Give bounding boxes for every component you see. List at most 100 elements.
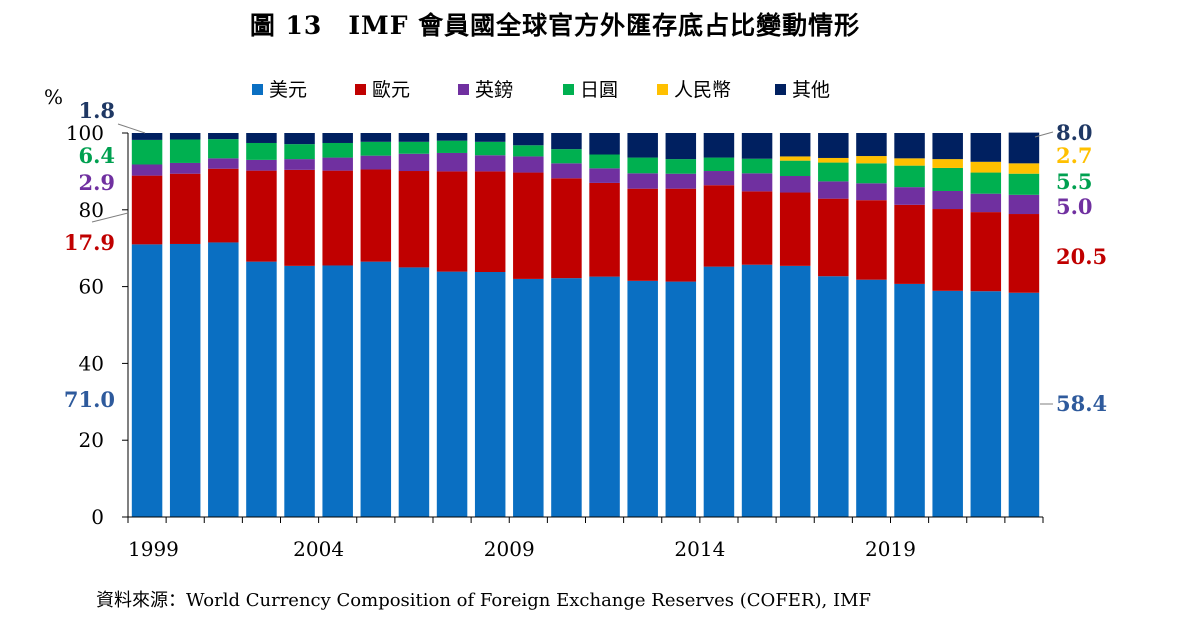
- y-tick-label-100: 100: [66, 121, 104, 145]
- bar-2004-2: [322, 157, 353, 171]
- bar-2012-2: [627, 173, 658, 189]
- bar-2006-2: [398, 153, 430, 172]
- bar-2022-2: [1008, 194, 1040, 215]
- bar-2013-5: [665, 133, 697, 160]
- bar-1999-1: [131, 175, 163, 245]
- bar-2012-1: [627, 188, 658, 281]
- bar-2010-0: [551, 278, 582, 517]
- y-axis-unit-label: %: [44, 85, 63, 109]
- bar-2009-1: [513, 172, 544, 279]
- x-tick-label-1999: 1999: [128, 537, 179, 561]
- bar-2019-5: [894, 133, 925, 159]
- bar-2014-1: [703, 185, 735, 267]
- bar-2017-2: [818, 181, 849, 199]
- bar-1999-3: [131, 139, 163, 165]
- leader-line-other-left: [117, 123, 146, 134]
- bar-2019-1: [894, 204, 925, 284]
- legend-swatch-5: [775, 84, 786, 95]
- bar-2000-2: [169, 162, 201, 174]
- bar-2017-5: [818, 133, 849, 158]
- bar-2013-1: [665, 188, 697, 282]
- bar-2016-3: [779, 160, 811, 177]
- bar-2018-1: [856, 200, 887, 280]
- bar-2012-5: [627, 133, 658, 158]
- bar-2022-0: [1008, 292, 1040, 517]
- bar-2015-5: [741, 133, 773, 159]
- bar-2001-2: [208, 158, 239, 169]
- bar-2012-0: [627, 280, 658, 517]
- left-annotation-2: 2.9: [78, 170, 115, 195]
- legend-label-4: 人民幣: [674, 79, 731, 101]
- bar-2017-0: [818, 276, 849, 517]
- bar-2011-1: [589, 182, 620, 277]
- bar-2003-5: [284, 133, 315, 145]
- bar-2022-1: [1008, 214, 1040, 293]
- bar-2015-1: [741, 191, 773, 265]
- bar-2002-2: [246, 159, 277, 171]
- left-annotation-1: 17.9: [64, 230, 115, 255]
- bar-2003-3: [284, 144, 315, 160]
- bar-2004-3: [322, 142, 353, 158]
- bar-2013-3: [665, 159, 697, 174]
- bar-2009-3: [513, 145, 544, 157]
- bar-2009-2: [513, 156, 544, 173]
- bar-2020-1: [932, 209, 963, 291]
- bar-2021-4: [970, 161, 1002, 173]
- bar-2000-0: [169, 243, 201, 517]
- bar-2022-4: [1008, 163, 1040, 174]
- x-tick-label-2009: 2009: [484, 537, 535, 561]
- bar-2008-1: [474, 171, 506, 273]
- left-annotation-0: 71.0: [64, 387, 115, 412]
- bar-2001-0: [208, 242, 239, 517]
- bar-2019-3: [894, 165, 925, 188]
- bar-2018-3: [856, 163, 887, 184]
- x-tick-label-2019: 2019: [865, 537, 916, 561]
- bar-2000-5: [169, 133, 201, 140]
- bar-2006-5: [398, 133, 430, 142]
- bars: [131, 132, 1040, 518]
- bar-2010-2: [551, 163, 582, 179]
- bar-2006-0: [398, 267, 430, 517]
- bar-2019-2: [894, 187, 925, 205]
- legend-swatch-0: [252, 84, 263, 95]
- bar-2021-5: [970, 133, 1002, 162]
- left-annotation-3: 6.4: [78, 143, 115, 168]
- bar-2015-0: [741, 264, 773, 517]
- bar-2011-5: [589, 133, 620, 155]
- right-annotation-5: 8.0: [1056, 120, 1093, 145]
- bar-2004-1: [322, 170, 353, 266]
- bar-2010-1: [551, 178, 582, 279]
- left-annotation-5: 1.8: [78, 98, 115, 123]
- legend: 美元 歐元 英鎊 日圓 人民幣 其他: [252, 79, 830, 101]
- right-annotation-2: 5.0: [1056, 194, 1093, 219]
- y-tick-label-20: 20: [79, 428, 104, 452]
- bar-2007-2: [436, 152, 468, 172]
- right-annotation-4: 2.7: [1056, 143, 1093, 168]
- bar-2015-2: [741, 173, 773, 192]
- bar-2005-1: [360, 169, 392, 262]
- bar-2002-3: [246, 142, 277, 160]
- y-tick-label-40: 40: [79, 351, 104, 375]
- bar-2008-3: [474, 141, 506, 156]
- bar-2020-5: [932, 133, 963, 160]
- bar-2000-1: [169, 173, 201, 244]
- bar-2002-0: [246, 261, 277, 517]
- bar-2016-4: [779, 156, 811, 161]
- bar-2021-1: [970, 212, 1002, 292]
- bar-2009-0: [513, 278, 544, 517]
- bar-2012-3: [627, 157, 658, 174]
- bar-2005-2: [360, 155, 392, 170]
- legend-label-2: 英鎊: [475, 79, 513, 101]
- bar-2009-5: [513, 133, 544, 146]
- bar-2010-5: [551, 133, 582, 150]
- y-tick-label-0: 0: [91, 505, 104, 529]
- legend-swatch-3: [563, 84, 574, 95]
- bar-1999-5: [131, 133, 163, 140]
- bar-2007-0: [436, 271, 468, 517]
- right-annotation-3: 5.5: [1056, 169, 1093, 194]
- bar-2020-4: [932, 159, 963, 168]
- x-axis: 1999 2004 2009 2014 2019: [127, 516, 1044, 561]
- bar-2001-5: [208, 133, 239, 140]
- bar-2002-5: [246, 133, 277, 143]
- bar-2020-0: [932, 290, 963, 517]
